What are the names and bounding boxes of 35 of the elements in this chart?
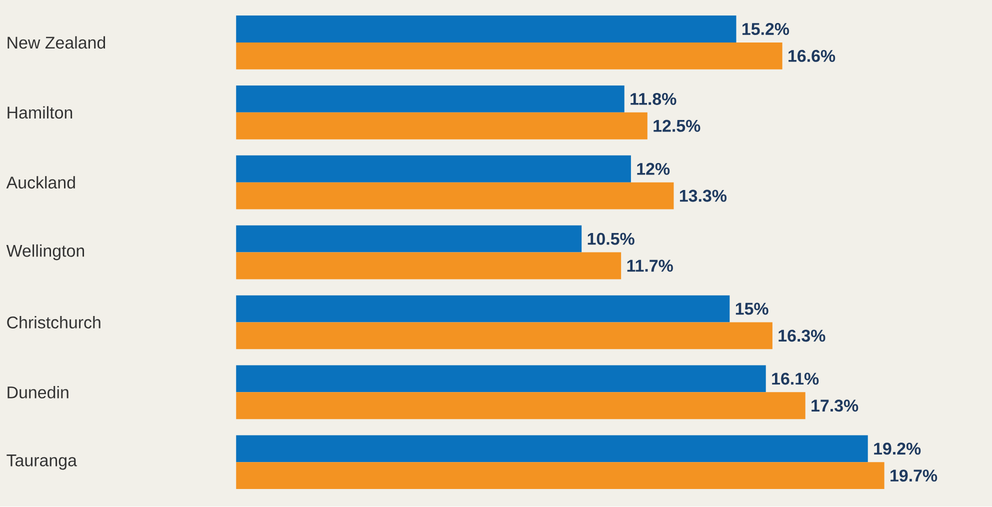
bar [236,296,730,322]
bar [236,226,582,252]
data-label: 17.3% [812,400,858,412]
y-tick-label: New Zealand [8,36,106,49]
data-label: 12% [637,163,670,176]
data-label: 16.3% [778,330,826,342]
bar [236,182,674,210]
y-tick-label: Tauranga [6,454,77,470]
data-label: 10.5% [588,233,634,246]
bar [236,252,622,280]
y-tick-label: Dunedin [8,386,68,399]
data-label: 15% [736,303,768,315]
y-tick-label: Auckland [6,176,75,189]
data-label: 11.8% [630,93,676,106]
bar [236,365,766,392]
bar [236,16,736,43]
bar [236,435,868,462]
bar [236,42,782,70]
data-label: 19.2% [874,442,921,455]
y-tick-label: Christchurch [7,316,100,329]
data-label: 16.6% [788,50,836,62]
bar [236,462,884,490]
data-label: 19.7% [890,470,938,482]
y-tick-label: Hamilton [8,106,72,119]
y-tick-label: Wellington [6,244,84,260]
data-label: 12.5% [654,120,700,132]
data-label: 15.2% [742,23,790,36]
bar [236,392,806,420]
data-label: 11.7% [627,260,673,272]
data-label: 16.1% [772,372,819,385]
bar [236,156,631,183]
bar [236,112,648,140]
bar [236,86,624,113]
bar [236,322,772,350]
data-label: 13.3% [680,190,727,202]
